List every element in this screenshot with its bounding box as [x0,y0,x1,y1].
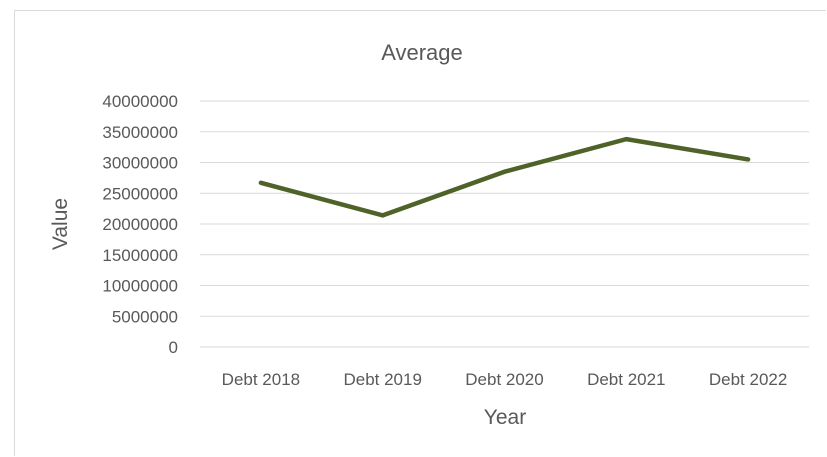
x-tick-label: Debt 2020 [465,370,543,389]
y-axis-title: Value [49,198,72,250]
y-tick-label: 0 [169,338,178,357]
series-line [258,136,751,218]
data-point [625,138,627,140]
x-axis-title: Year [484,406,526,429]
y-tick-label: 10000000 [102,277,178,296]
y-axis-ticks: 0 5000000 10000000 15000000 20000000 25000000… [102,92,178,357]
x-tick-label: Debt 2022 [709,370,787,389]
y-tick-label: 15000000 [102,246,178,265]
data-point [382,214,384,216]
x-tick-label: Debt 2021 [587,370,665,389]
x-tick-label: Debt 2019 [343,370,421,389]
chart-frame [14,10,826,456]
data-point [260,182,262,184]
y-tick-label: 20000000 [102,215,178,234]
chart-title: Average [381,40,463,65]
x-axis-ticks: Debt 2018 Debt 2019 Debt 2020 Debt 2021 Debt… [222,370,788,389]
y-tick-label: 35000000 [102,123,178,142]
y-tick-label: 5000000 [112,307,178,326]
y-tick-label: 40000000 [102,92,178,111]
x-tick-label: Debt 2018 [222,370,300,389]
data-point [747,158,749,160]
y-tick-label: 25000000 [102,184,178,203]
series-layer [258,136,751,218]
data-point [504,171,505,173]
y-tick-label: 30000000 [102,154,178,173]
gridlines [200,100,809,348]
